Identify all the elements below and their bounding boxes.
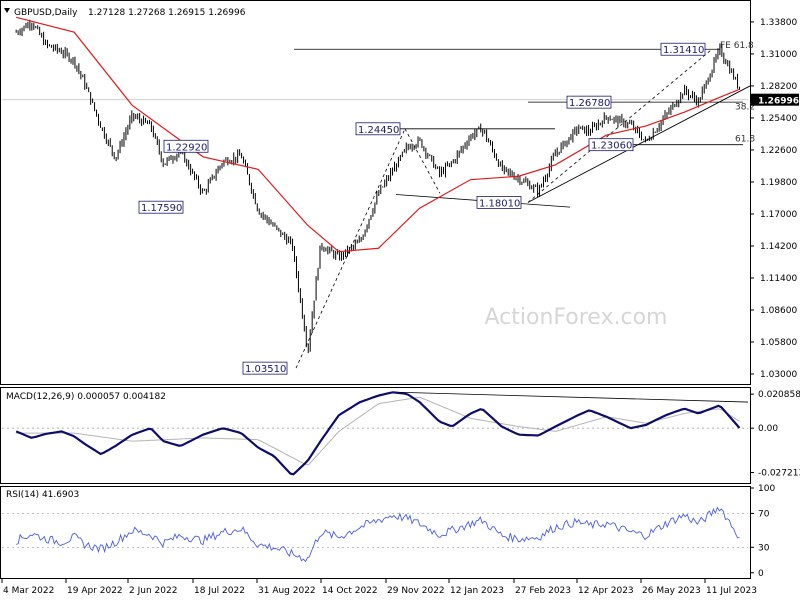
level-label: 1.18010 bbox=[479, 198, 520, 209]
macd-plot bbox=[2, 391, 749, 476]
price-y-tick-label: 1.28200 bbox=[760, 82, 797, 92]
x-tick-label: 29 Nov 2022 bbox=[387, 586, 445, 596]
level-label: 1.22920 bbox=[166, 142, 207, 153]
x-tick-label: 19 Apr 2022 bbox=[67, 586, 123, 596]
price-y-tick-label: 1.17000 bbox=[760, 210, 797, 220]
macd-divergence-line bbox=[397, 391, 749, 403]
price-y-tick-label: 1.22600 bbox=[760, 146, 797, 156]
rsi-line bbox=[16, 506, 740, 563]
fib-projection-dashed-2 bbox=[404, 128, 441, 194]
x-tick-label: 14 Oct 2022 bbox=[322, 586, 378, 596]
x-tick-label: 31 Aug 2022 bbox=[258, 586, 316, 596]
macd-title: MACD(12,26,9) 0.000057 0.004182 bbox=[6, 392, 166, 402]
macd-panel-frame bbox=[0, 387, 751, 484]
rsi-y-tick-label: 0 bbox=[758, 569, 764, 579]
level-label-box bbox=[660, 42, 706, 56]
macd-y-tick-label: 0.00 bbox=[758, 424, 778, 434]
current-price-value: 1.26996 bbox=[758, 97, 799, 107]
level-label: 1.17590 bbox=[141, 203, 182, 214]
level-label: 1.31410 bbox=[663, 45, 704, 56]
macd-y-tick-label: -0.027213 bbox=[758, 469, 800, 479]
price-y-tick-label: 1.33800 bbox=[760, 18, 797, 28]
price-y-tick-label: 1.03000 bbox=[760, 370, 797, 380]
watermark: ActionForex.com bbox=[485, 305, 668, 330]
macd-signal-line bbox=[16, 396, 740, 466]
price-y-tick-label: 1.19800 bbox=[760, 178, 797, 188]
fib-projection-dashed-1 bbox=[295, 128, 406, 369]
ma-line bbox=[16, 16, 740, 253]
x-axis-labels: 4 Mar 2022 19 Apr 2022 2 Jun 2022 18 Jul 20… bbox=[1, 579, 757, 596]
price-y-tick-label: 1.14200 bbox=[760, 242, 797, 252]
candlesticks bbox=[15, 19, 741, 354]
price-y-tick-label: 1.11400 bbox=[760, 274, 797, 284]
guide-lines bbox=[2, 48, 751, 369]
level-label: 1.26780 bbox=[569, 98, 610, 109]
fib-382-label: 38.2 bbox=[735, 103, 755, 113]
fib-618-label: 61.8 bbox=[735, 135, 755, 145]
level-label: 1.03510 bbox=[245, 364, 286, 375]
x-tick-label: 27 Feb 2023 bbox=[515, 586, 571, 596]
level-label-box bbox=[242, 361, 288, 375]
price-y-tick-label: 1.31000 bbox=[760, 50, 797, 60]
fib-fe-618-label: FE 61.8 bbox=[720, 41, 754, 51]
rsi-plot bbox=[2, 506, 748, 563]
price-y-tick-label: 1.08600 bbox=[760, 306, 797, 316]
y-axis-labels: 1.33800 1.31000 1.28200 1.25400 1.22600 1.198… bbox=[750, 18, 800, 579]
macd-line bbox=[15, 391, 741, 476]
symbol-label: GBPUSD,Daily bbox=[14, 8, 78, 18]
x-tick-label: 12 Jan 2023 bbox=[450, 586, 504, 596]
rsi-y-tick-label: 70 bbox=[758, 509, 770, 519]
price-panel-frame bbox=[0, 0, 751, 385]
price-y-tick-label: 1.25400 bbox=[760, 114, 797, 124]
level-label-box bbox=[476, 196, 522, 209]
level-label-box bbox=[566, 95, 612, 109]
price-annotations: 1.03510 1.17590 1.22920 1.24450 1.18010 1.267… bbox=[138, 41, 755, 375]
rsi-title: RSI(14) 41.6903 bbox=[6, 490, 79, 500]
fib-projection-dashed-3 bbox=[527, 48, 713, 203]
moving-average bbox=[16, 16, 740, 253]
current-price-tag bbox=[751, 93, 799, 106]
x-tick-label: 2 Jun 2022 bbox=[129, 586, 177, 596]
rsi-panel-frame bbox=[0, 486, 751, 579]
rsi-y-tick-label: 30 bbox=[758, 543, 770, 553]
rising-trend-line bbox=[527, 85, 751, 203]
price-y-tick-label: 1.05800 bbox=[760, 338, 797, 348]
macd-y-tick-label: 0.020858 bbox=[758, 390, 800, 400]
x-tick-label: 11 Jul 2023 bbox=[706, 586, 757, 596]
level-label-box bbox=[588, 138, 634, 152]
level-label: 1.23060 bbox=[591, 141, 632, 152]
level-label: 1.24450 bbox=[358, 125, 399, 136]
level-label-box bbox=[163, 139, 209, 153]
level-label-box bbox=[138, 200, 184, 214]
x-tick-label: 18 Jul 2022 bbox=[194, 586, 245, 596]
x-tick-label: 12 Apr 2023 bbox=[578, 586, 634, 596]
level-label-box bbox=[355, 122, 401, 136]
rsi-y-tick-label: 100 bbox=[758, 484, 775, 494]
ohlc-label: 1.27128 1.27268 1.26915 1.26996 bbox=[88, 8, 246, 18]
collapse-arrow-icon[interactable] bbox=[4, 8, 10, 13]
x-tick-label: 26 May 2023 bbox=[642, 586, 701, 596]
x-tick-label: 4 Mar 2022 bbox=[3, 586, 54, 596]
